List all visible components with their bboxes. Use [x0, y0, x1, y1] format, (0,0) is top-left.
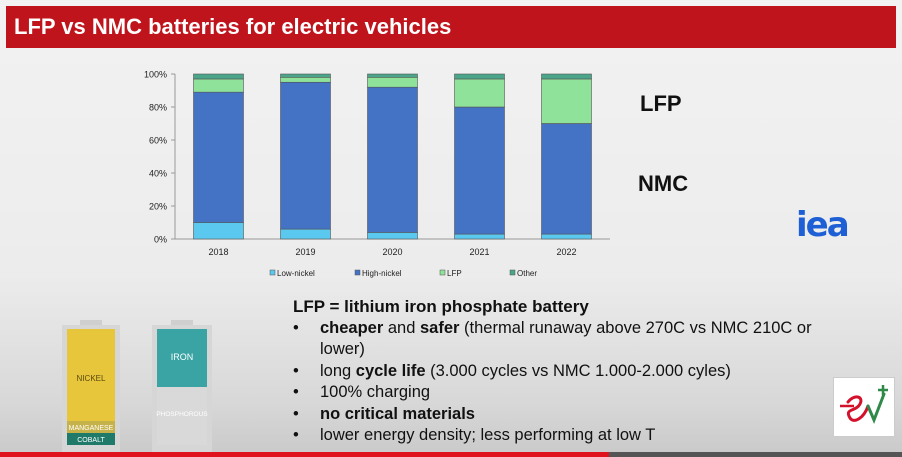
- legend-label: Low-nickel: [277, 269, 315, 278]
- x-tick-label: 2019: [295, 247, 315, 257]
- legend-swatch: [354, 269, 361, 276]
- bar-segment: [367, 86, 418, 233]
- bar-segment: [280, 73, 331, 78]
- bullet-text: (3.000 cycles vs NMC 1.000-2.000 cyles): [425, 361, 731, 380]
- bullet-item: cheaper and safer (thermal runaway above…: [293, 318, 853, 361]
- bar-segment: [541, 78, 592, 124]
- bar-segment: [367, 73, 418, 78]
- bar-segment: [454, 78, 505, 108]
- bar-segment: [541, 123, 592, 235]
- bar-segment: [193, 78, 244, 93]
- y-tick-label: 100%: [144, 70, 167, 80]
- phosphorous-label: PHOSPHOROUS: [156, 411, 208, 418]
- bullet-item: no critical materials: [293, 404, 853, 426]
- bar-segment: [541, 73, 592, 80]
- ev-channel-logo: [833, 377, 895, 437]
- bullet-text: long: [320, 361, 356, 380]
- legend-label: High-nickel: [362, 269, 402, 278]
- bullet-text: 100% charging: [320, 383, 431, 401]
- legend-label: Other: [517, 269, 537, 278]
- y-tick-label: 60%: [149, 136, 167, 146]
- bullet-text: and: [383, 318, 420, 337]
- bullet-text: lower energy density; less performing at…: [320, 426, 656, 444]
- legend-swatch: [509, 269, 516, 276]
- bullet-heading: LFP = lithium iron phosphate battery: [293, 297, 589, 316]
- stacked-bar-chart: 0% 20% 40% 60% 80% 100% 2018 2019 2020 2021 2022 Lo…: [144, 70, 610, 278]
- lfp-battery-illustration: IRON PHOSPHOROUS: [152, 320, 212, 455]
- bullet-items: cheaper and safer (thermal runaway above…: [293, 318, 853, 447]
- bar-segment: [280, 77, 331, 83]
- nmc-side-label: NMC: [638, 171, 689, 196]
- bar-segment: [280, 81, 331, 230]
- cobalt-label: COBALT: [77, 437, 105, 444]
- bullet-list: LFP = lithium iron phosphate battery che…: [293, 296, 853, 447]
- y-tick-label: 40%: [149, 169, 167, 179]
- bullet-item: lower energy density; less performing at…: [293, 425, 853, 447]
- legend-swatch: [439, 269, 446, 276]
- x-tick-label: 2020: [382, 247, 402, 257]
- bullet-emphasis: no critical materials: [320, 404, 475, 423]
- bullet-item: 100% charging: [293, 382, 853, 404]
- y-tick-label: 0%: [154, 235, 167, 245]
- x-tick-label: 2018: [208, 247, 228, 257]
- bar-segment: [454, 73, 505, 80]
- y-tick-label: 80%: [149, 103, 167, 113]
- bar-segment: [367, 77, 418, 88]
- legend-swatch: [269, 269, 276, 276]
- nickel-label: NICKEL: [77, 374, 106, 383]
- x-tick-label: 2022: [556, 247, 576, 257]
- legend-label: LFP: [447, 269, 462, 278]
- bar-segment: [454, 233, 505, 240]
- lfp-side-label: LFP: [640, 91, 682, 116]
- bullet-emphasis: safer: [420, 318, 460, 337]
- iron-label: IRON: [171, 352, 194, 362]
- video-progress-fill: [0, 452, 609, 457]
- bullet-item: long cycle life (3.000 cycles vs NMC 1.0…: [293, 361, 853, 383]
- bar-segment: [280, 228, 331, 240]
- svg-text:iea: iea: [796, 206, 848, 242]
- bar-segment: [193, 73, 244, 80]
- manganese-label: MANGANESE: [69, 425, 114, 432]
- iea-logo: iea: [796, 206, 850, 242]
- x-tick-label: 2021: [469, 247, 489, 257]
- video-progress-bar[interactable]: [0, 452, 902, 457]
- bar-segment: [193, 222, 244, 240]
- bar-segment: [367, 232, 418, 240]
- bullet-emphasis: cheaper: [320, 318, 384, 337]
- bullet-emphasis: cycle life: [355, 361, 426, 380]
- slide-title: LFP vs NMC batteries for electric vehicl…: [6, 6, 896, 48]
- bar-segment: [454, 106, 505, 235]
- bullet-text: (thermal runaway above 270C vs NMC 210C …: [320, 318, 812, 359]
- bar-segment: [541, 233, 592, 240]
- bar-segment: [193, 91, 244, 223]
- y-tick-label: 20%: [149, 202, 167, 212]
- nmc-battery-illustration: NICKEL MANGANESE COBALT: [62, 320, 120, 455]
